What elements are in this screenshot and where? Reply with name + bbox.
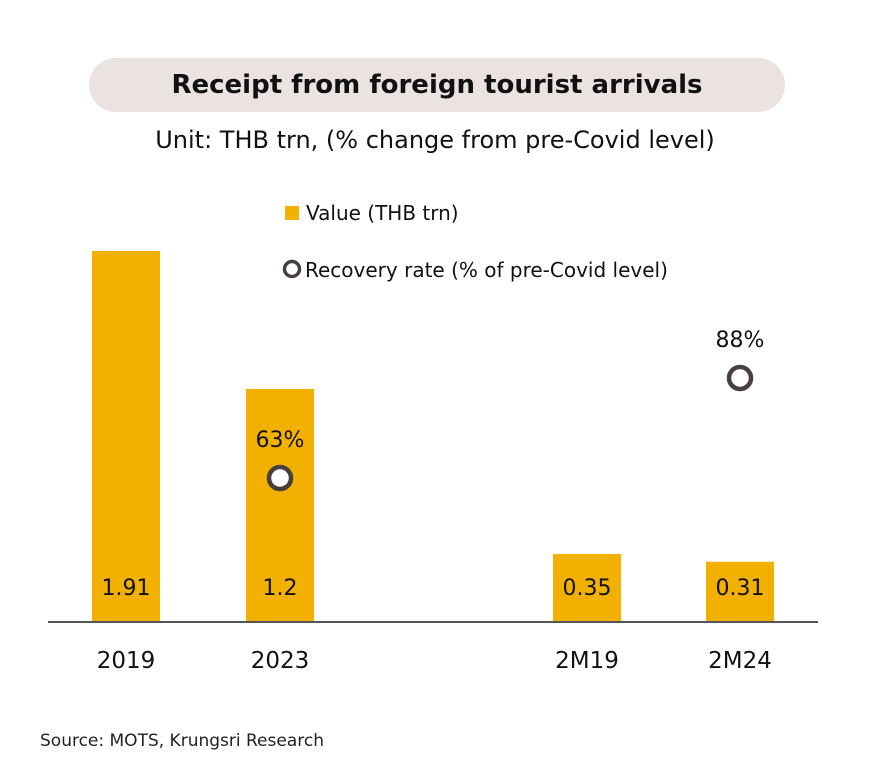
legend-swatch-recovery xyxy=(282,259,302,279)
recovery-rate-label: 88% xyxy=(716,328,765,353)
bar-2m24 xyxy=(706,561,774,622)
legend-swatch-value xyxy=(285,206,299,220)
legend-label-recovery: Recovery rate (% of pre-Covid level) xyxy=(305,258,668,282)
bar-2023 xyxy=(246,388,314,622)
chart-title: Receipt from foreign tourist arrivals xyxy=(89,58,785,112)
x-tick-label: 2M19 xyxy=(555,648,619,674)
recovery-rate-marker xyxy=(266,464,294,492)
recovery-rate-marker xyxy=(726,364,754,392)
legend: Value (THB trn) Recovery rate (% of pre-… xyxy=(282,201,668,282)
x-tick-label: 2M24 xyxy=(708,648,772,674)
x-tick-label: 2023 xyxy=(251,648,310,674)
source-note: Source: MOTS, Krungsri Research xyxy=(40,731,324,751)
legend-label-value: Value (THB trn) xyxy=(306,201,459,225)
bar-value-label: 1.91 xyxy=(102,576,151,601)
bar-value-label: 1.2 xyxy=(263,576,298,601)
bar-value-label: 0.35 xyxy=(563,576,612,601)
bar-2m19 xyxy=(553,554,621,622)
chart-subtitle: Unit: THB trn, (% change from pre-Covid … xyxy=(155,126,715,154)
x-tick-label: 2019 xyxy=(97,648,156,674)
bar-2019 xyxy=(92,251,160,622)
bar-value-label: 0.31 xyxy=(716,576,765,601)
recovery-rate-label: 63% xyxy=(256,428,305,453)
